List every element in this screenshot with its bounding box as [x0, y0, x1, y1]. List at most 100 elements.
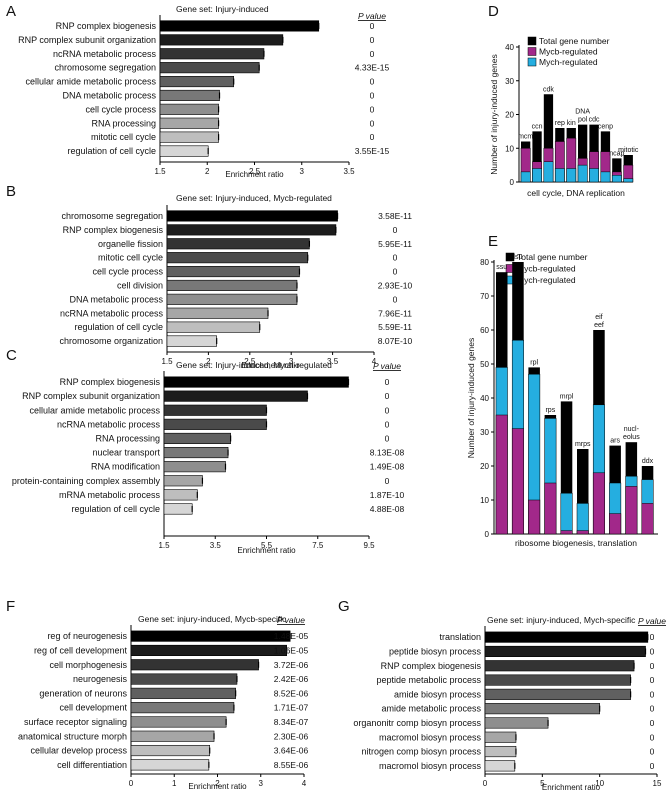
legend-label-d: Total gene number	[539, 36, 610, 46]
bar-label-e: lsu	[513, 254, 522, 261]
pvalue-header-g: P value	[638, 616, 666, 626]
bar-segment-e	[544, 482, 557, 535]
bar-c	[163, 446, 229, 459]
chart-title-a: Gene set: Injury-induced	[176, 4, 269, 14]
bar-segment-e	[560, 530, 573, 535]
x-axis-label-d: cell cycle, DNA replication	[527, 188, 625, 198]
pvalue-a: 0	[370, 90, 375, 100]
pvalue-a: 0	[370, 132, 375, 142]
bar-b	[166, 210, 338, 222]
bar-label-d: DNA	[575, 109, 590, 116]
category-label-a: ncRNA metabolic process	[53, 49, 157, 59]
bar-label-e: eef	[594, 322, 604, 329]
legend-label-e: Mych-regulated	[517, 275, 576, 285]
bar-a	[159, 145, 209, 157]
x-axis-label-f: Enrichment ratio	[188, 782, 247, 791]
category-label-f: cellular develop process	[30, 746, 127, 756]
bar-f	[130, 716, 227, 728]
bar-b	[166, 321, 261, 333]
x-tick-label-a: 2	[205, 167, 210, 176]
bar-a	[159, 20, 320, 32]
pvalue-c: 0	[385, 419, 390, 429]
bar-c	[163, 376, 349, 388]
category-label-b: cell cycle process	[92, 267, 163, 277]
x-tick-label-f: 3	[259, 779, 264, 788]
category-label-g: translation	[439, 632, 481, 642]
bar-segment-d	[543, 161, 554, 183]
bar-f	[130, 759, 210, 771]
pvalue-a: 0	[370, 21, 375, 31]
x-tick-label-g: 10	[595, 779, 604, 788]
bar-g	[484, 631, 649, 643]
x-tick-label-f: 2	[215, 779, 220, 788]
bar-segment-e	[576, 503, 589, 535]
x-axis-label-e: ribosome biogenesis, translation	[515, 538, 637, 548]
category-label-f: neurogenesis	[73, 674, 128, 684]
category-label-b: DNA metabolic process	[69, 294, 163, 304]
x-tick-label-a: 3.5	[343, 167, 355, 176]
y-tick-label-e: 30	[480, 428, 489, 437]
chart-title-b: Gene set: Injury-induced, Mycb-regulated	[176, 193, 332, 203]
bar-label-e: rpl	[530, 359, 538, 366]
bar-segment-d	[600, 171, 611, 183]
legend-swatch-d	[527, 47, 537, 56]
bar-segment-d	[611, 175, 622, 183]
y-tick-label-e: 60	[480, 326, 489, 335]
bar-label-e: rps	[545, 407, 555, 414]
pvalue-b: 0	[393, 294, 398, 304]
bar-label-e: eif	[595, 314, 602, 321]
x-tick-label-f: 0	[129, 779, 134, 788]
bar-a	[159, 48, 265, 60]
bar-segment-e	[641, 503, 654, 535]
legend-swatch-d	[527, 36, 537, 46]
bar-f	[130, 730, 215, 742]
x-tick-label-c: 7.5	[312, 541, 324, 550]
bar-a	[159, 131, 219, 143]
pvalue-c: 0	[385, 377, 390, 387]
category-label-b: RNP complex biogenesis	[63, 225, 164, 235]
category-label-a: regulation of cell cycle	[67, 146, 156, 156]
bar-f	[130, 687, 236, 699]
y-tick-label-e: 10	[480, 496, 489, 505]
pvalue-g: 0	[650, 646, 655, 656]
pvalue-a: 0	[370, 49, 375, 59]
bar-c	[163, 418, 267, 430]
category-label-c: regulation of cell cycle	[71, 504, 160, 514]
x-axis-label-c: Enrichment ratio	[237, 546, 296, 555]
bar-segment-d	[577, 164, 588, 183]
bar-a	[159, 62, 260, 74]
bar-g	[484, 660, 635, 672]
x-tick-label-c: 9.5	[363, 541, 375, 550]
x-tick-label-b: 4	[372, 357, 377, 366]
panel-label-d: D	[488, 3, 499, 20]
category-label-g: macromol biosyn process	[379, 732, 482, 742]
panel-label-c: C	[6, 347, 17, 364]
bar-f	[130, 744, 211, 757]
pvalue-a: 0	[370, 35, 375, 45]
x-axis-label-a: Enrichment ratio	[225, 170, 284, 179]
panel-label-e: E	[488, 233, 498, 250]
pvalue-a: 4.33E-15	[355, 63, 390, 73]
bar-b	[166, 293, 298, 305]
bar-b	[166, 224, 337, 236]
category-label-a: RNA processing	[91, 118, 156, 128]
bar-segment-e	[592, 472, 605, 535]
bar-c	[163, 503, 193, 515]
bar-segment-e	[511, 428, 524, 535]
bar-a	[159, 89, 220, 101]
bar-total-d	[532, 131, 542, 182]
x-tick-label-b: 1.5	[161, 357, 173, 366]
bar-segment-e	[625, 486, 638, 535]
category-label-g: amide biosyn process	[394, 689, 482, 699]
bar-c	[163, 432, 231, 445]
category-label-c: protein-containing complex assembly	[12, 476, 161, 486]
bar-total-e	[560, 401, 573, 534]
bar-b	[166, 265, 300, 278]
y-tick-label-e: 80	[480, 258, 489, 267]
x-tick-label-b: 3.5	[327, 357, 339, 366]
bar-label-d: kin	[567, 120, 576, 127]
pvalue-f: 8.55E-06	[274, 760, 309, 770]
pvalue-c: 1.49E-08	[370, 462, 405, 472]
pvalue-f: 1.71E-07	[274, 703, 309, 713]
bar-g	[484, 703, 600, 715]
